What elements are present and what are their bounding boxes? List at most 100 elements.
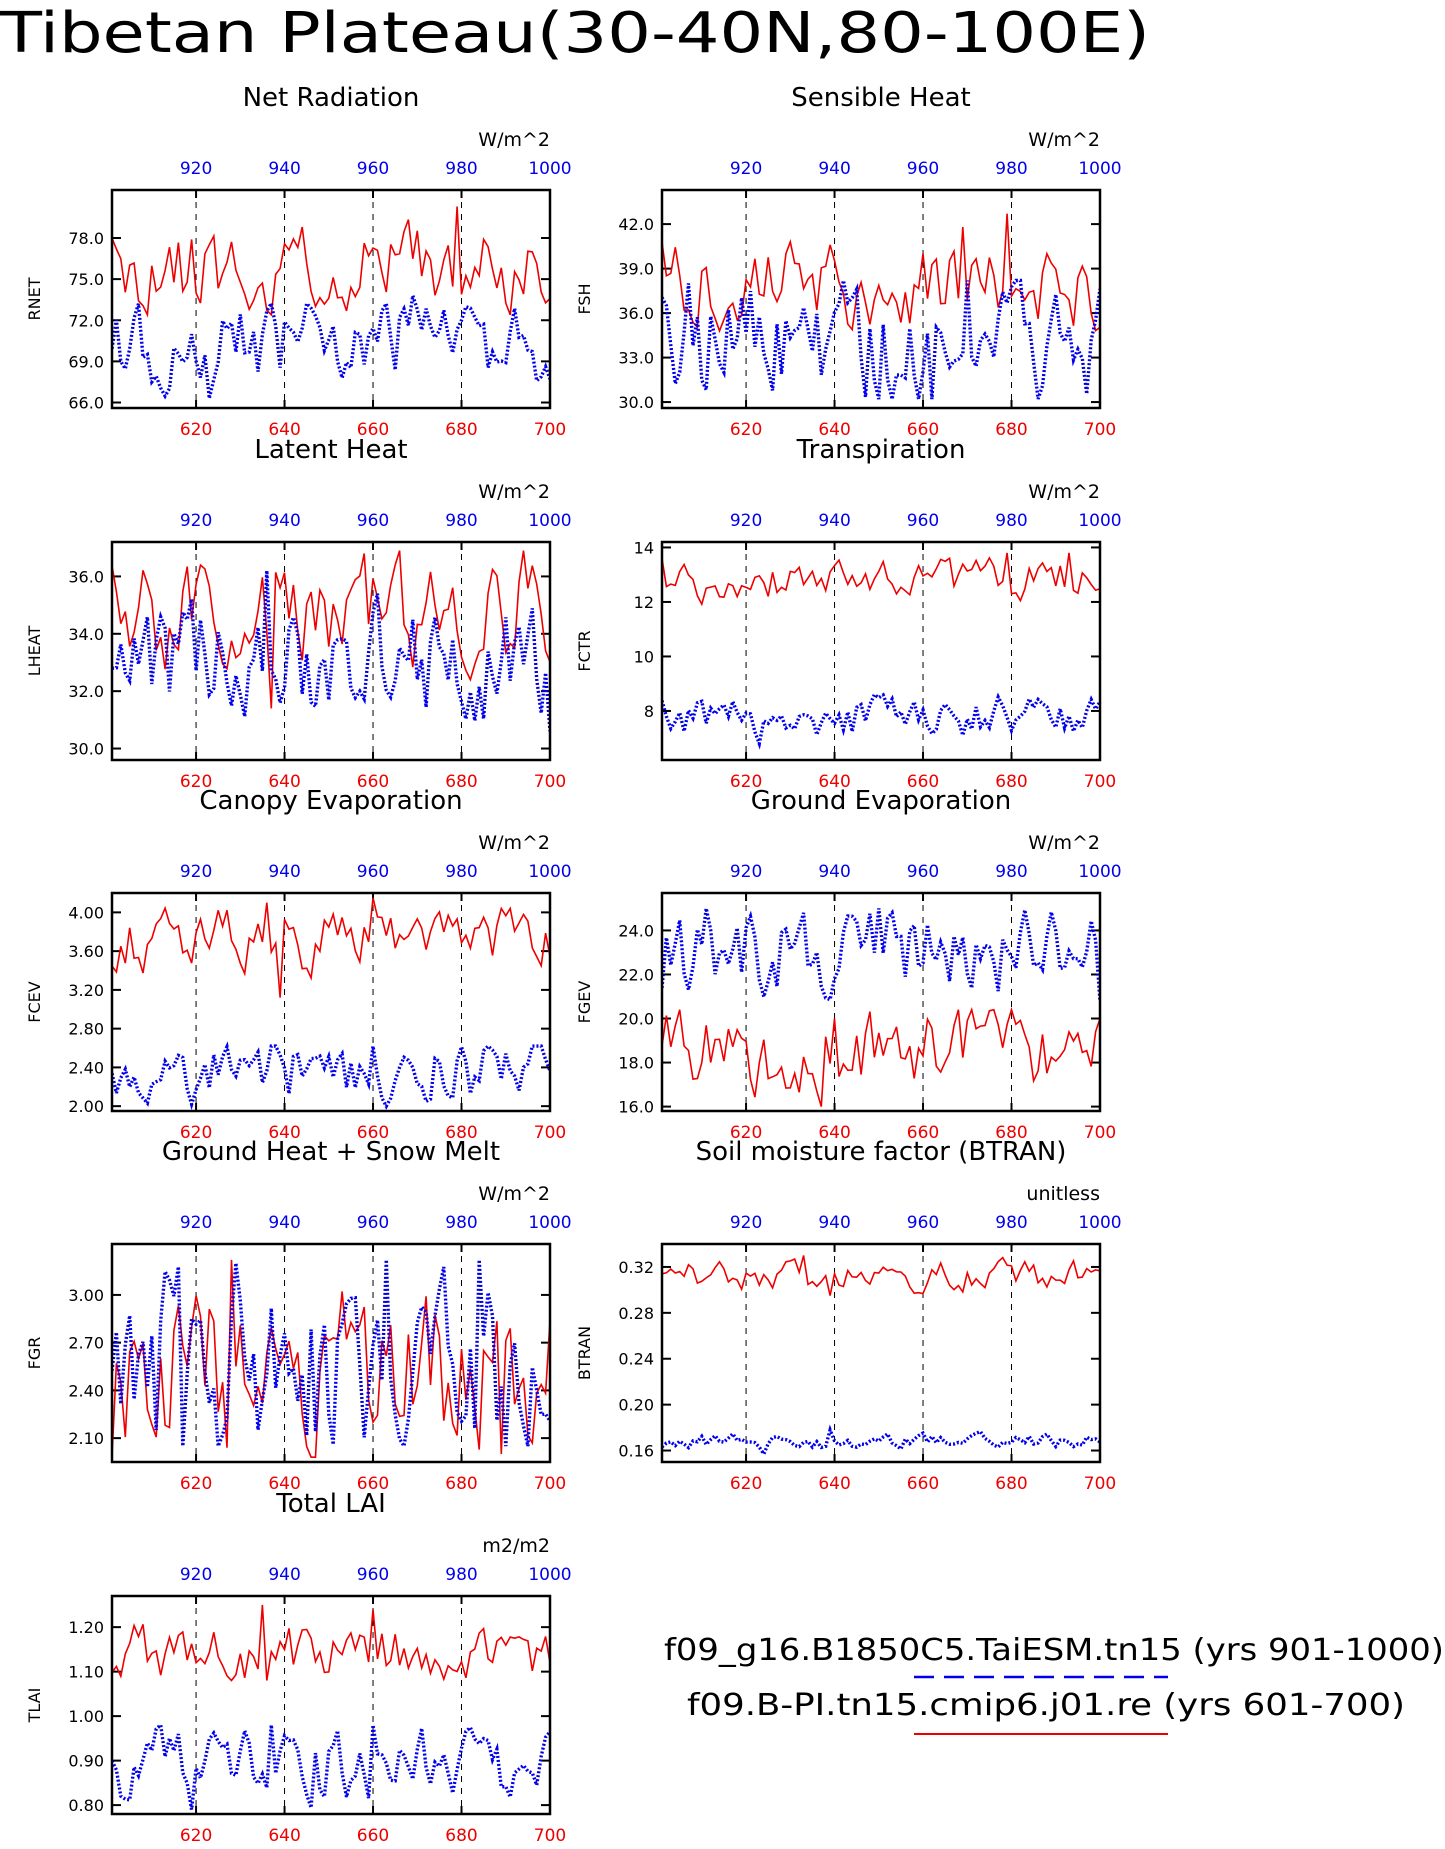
y-tick-label: 2.40 [68,1058,104,1077]
x-top-tick-label: 920 [180,159,212,179]
x-top-tick-label: 980 [445,1213,477,1233]
y-tick-label: 30.0 [68,740,104,759]
x-bottom-tick-label: 640 [818,1123,850,1143]
panel-transpiration: Transpiration W/m^2 620 640 660 680 700 920 940 9… [575,435,1122,792]
x-bottom-tick-label: 680 [995,772,1027,792]
x-bottom-tick-label: 700 [534,1123,566,1143]
x-bottom-tick-label: 660 [357,772,389,792]
y-tick-label: 0.32 [618,1258,654,1277]
panel-title: Ground Evaporation [751,786,1011,816]
x-bottom-tick-label: 680 [445,772,477,792]
x-top-tick-label: 920 [730,1213,762,1233]
x-top-tick-label: 940 [268,511,300,531]
x-top-tick-label: 980 [995,1213,1027,1233]
x-top-tick-label: 920 [180,1565,212,1585]
x-bottom-tick-label: 660 [907,772,939,792]
y-tick-label: 3.20 [68,981,104,1000]
y-tick-label: 0.90 [68,1752,104,1771]
legend-red-label: f09.B-PI.tn15.cmip6.j01.re (yrs 601-700) [687,1688,1405,1723]
x-bottom-tick-label: 620 [180,420,212,440]
x-top-tick-label: 940 [818,511,850,531]
y-tick-label: 1.20 [68,1618,104,1637]
plot-frame [110,1594,552,1816]
x-bottom-tick-label: 660 [907,1474,939,1494]
legend-blue-label: f09_g16.B1850C5.TaiESM.tn15 (yrs 901-100… [664,1633,1444,1668]
y-tick-label: 0.80 [68,1796,104,1815]
y-tick-label: 1.10 [68,1663,104,1682]
x-top-tick-label: 1000 [1078,862,1121,882]
x-bottom-tick-label: 680 [445,1826,477,1846]
units-label: W/m^2 [1028,481,1100,503]
panel-net-radiation: Net Radiation W/m^2 620 640 660 680 700 920 940 9… [25,83,572,440]
y-tick-label: 0.28 [618,1304,654,1323]
x-bottom-tick-label: 700 [534,1826,566,1846]
x-bottom-tick-label: 620 [180,1826,212,1846]
x-top-tick-label: 940 [268,1565,300,1585]
x-top-tick-label: 1000 [1078,1213,1121,1233]
y-axis-label: RNET [25,277,44,320]
y-tick-label: 4.00 [68,903,104,922]
x-bottom-tick-label: 660 [907,420,939,440]
panel-title: Total LAI [275,1489,386,1519]
figure-title: Tibetan Plateau(30-40N,80-100E) [0,1,1150,66]
series-line-red [112,1604,550,1682]
y-tick-label: 39.0 [618,260,654,279]
units-label: unitless [1026,1183,1100,1205]
y-tick-label: 42.0 [618,215,654,234]
x-bottom-tick-label: 700 [534,772,566,792]
x-top-tick-label: 1000 [528,862,571,882]
y-tick-label: 8 [644,702,654,721]
x-bottom-tick-label: 680 [445,420,477,440]
x-bottom-tick-label: 660 [357,420,389,440]
x-top-tick-label: 920 [180,511,212,531]
x-bottom-tick-label: 640 [268,1826,300,1846]
x-bottom-tick-label: 640 [818,772,850,792]
x-top-tick-label: 920 [180,1213,212,1233]
x-bottom-tick-label: 620 [730,420,762,440]
x-bottom-tick-label: 700 [534,1474,566,1494]
x-bottom-tick-label: 680 [995,420,1027,440]
y-tick-label: 18.0 [618,1054,654,1073]
x-bottom-tick-label: 640 [268,772,300,792]
x-top-tick-label: 960 [907,862,939,882]
x-top-tick-label: 980 [995,159,1027,179]
series-line-blue [112,570,550,732]
x-bottom-tick-label: 700 [1084,1123,1116,1143]
x-top-tick-label: 1000 [1078,159,1121,179]
x-top-tick-label: 940 [818,862,850,882]
y-tick-label: 78.0 [68,229,104,248]
y-tick-label: 36.0 [618,304,654,323]
y-axis-label: FGR [25,1337,44,1370]
x-top-tick-label: 940 [818,1213,850,1233]
x-bottom-tick-label: 680 [995,1474,1027,1494]
x-top-tick-label: 940 [268,1213,300,1233]
x-top-tick-label: 920 [730,511,762,531]
x-top-tick-label: 980 [995,862,1027,882]
x-bottom-tick-label: 680 [445,1123,477,1143]
x-bottom-tick-label: 640 [818,420,850,440]
y-tick-label: 3.60 [68,942,104,961]
series-line-blue [662,908,1100,1004]
series-line-red [112,550,550,709]
plot-frame [110,1242,552,1464]
x-top-tick-label: 980 [445,511,477,531]
plot-frame [110,540,552,762]
panel-title: Latent Heat [254,435,407,465]
y-axis-label: TLAI [25,1688,44,1724]
y-tick-label: 22.0 [618,965,654,984]
x-top-tick-label: 920 [730,159,762,179]
plot-frame [660,188,1102,410]
panel-title: Net Radiation [243,83,420,113]
series-line-blue [662,1424,1100,1458]
panel-title: Canopy Evaporation [199,786,462,816]
y-tick-label: 34.0 [68,625,104,644]
plot-frame [660,891,1102,1113]
y-tick-label: 20.0 [618,1010,654,1029]
x-top-tick-label: 940 [268,159,300,179]
units-label: W/m^2 [478,832,550,854]
x-bottom-tick-label: 660 [357,1826,389,1846]
panel-total-lai: Total LAI m2/m2 620 640 660 680 700 920 940 960 98… [25,1489,572,1846]
y-tick-label: 69.0 [68,352,104,371]
plot-frame [660,1242,1102,1464]
y-tick-label: 32.0 [68,682,104,701]
